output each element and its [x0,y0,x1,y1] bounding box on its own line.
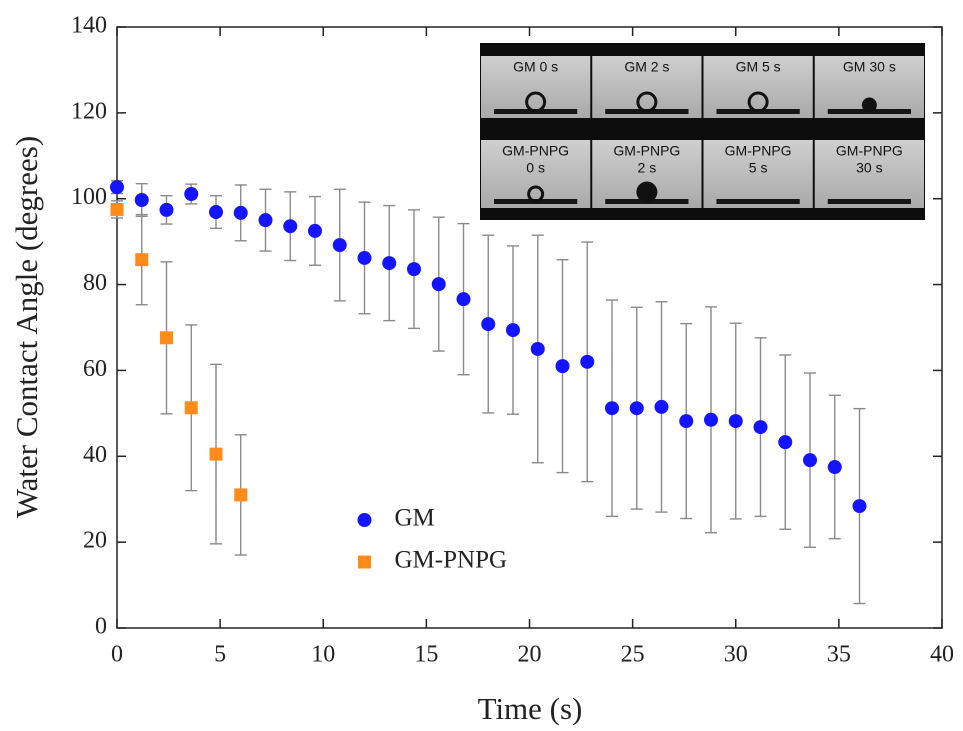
inset-label: GM-PNPG [613,143,680,159]
x-tick-label: 20 [518,642,542,668]
data-point [530,341,545,356]
inset-label: 2 s [638,160,657,176]
data-point [382,256,397,271]
x-tick-label: 10 [311,642,335,668]
droplet [525,91,547,113]
y-tick-label: 60 [83,356,107,382]
data-point [184,401,198,415]
data-point [728,414,743,429]
y-tick-label: 80 [83,270,107,296]
y-axis-title: Water Contact Angle (degrees) [9,136,44,518]
data-point [506,323,520,338]
data-point [110,202,124,216]
x-tick-label: 5 [214,642,226,668]
y-tick-label: 120 [71,98,107,124]
inset-label: 30 s [856,160,882,176]
x-tick-label: 15 [414,642,438,668]
inset-label: GM 5 s [736,59,781,75]
data-point [357,250,372,265]
inset-label: 5 s [749,160,768,176]
data-point [135,253,149,267]
droplet [636,181,658,203]
droplet [527,185,545,203]
data-point [456,292,471,307]
legend-label: GM-PNPG [395,547,508,574]
inset-panel [592,56,702,118]
data-point [605,401,619,416]
inset-label: GM 0 s [513,59,558,75]
data-point [332,238,347,253]
droplet [747,91,769,113]
data-point [852,499,867,514]
inset-panel [703,140,813,208]
inset-label: GM 2 s [624,59,669,75]
data-point [184,186,199,201]
data-point [308,223,322,238]
data-point [234,488,248,502]
y-tick-label: 20 [83,528,107,554]
data-point [407,262,421,277]
data-point [555,359,570,374]
x-tick-label: 0 [111,642,123,668]
data-point [159,202,174,217]
data-point [629,401,644,416]
data-point [580,354,595,369]
y-tick-label: 140 [71,13,107,39]
data-point [704,412,718,427]
inset-label: GM-PNPG [502,143,569,159]
data-point [654,399,669,414]
data-point [753,420,768,435]
data-point [283,219,298,234]
droplet [861,97,877,113]
data-point [258,213,273,228]
y-tick-label: 40 [83,442,107,468]
legend-marker [357,513,372,527]
data-point [431,277,446,292]
inset-label: 0 s [526,160,545,176]
x-tick-label: 30 [724,642,748,668]
inset-label: GM 30 s [843,59,896,75]
data-point [778,435,793,450]
x-tick-label: 35 [827,642,851,668]
x-tick-label: 40 [930,642,954,668]
substrate [716,199,800,204]
y-tick-label: 0 [95,614,107,640]
data-point [827,460,842,475]
x-tick-label: 25 [621,642,645,668]
data-point [134,193,149,208]
data-point [233,205,248,220]
inset-panel [481,140,591,208]
inset-panel [814,140,924,208]
data-point [160,331,173,345]
data-point [679,414,694,429]
inset-panel [481,56,591,118]
data-point [803,453,817,468]
legend-label: GM [395,505,435,532]
inset-label: GM-PNPG [836,143,903,159]
inset-label: GM-PNPG [725,143,792,159]
data-point [209,447,223,461]
x-axis-title: Time (s) [478,691,583,726]
substrate [827,199,911,204]
y-tick-label: 100 [71,184,107,210]
legend-marker [358,555,371,569]
data-point [209,205,223,220]
droplet [636,91,658,113]
inset-panel [703,56,813,118]
data-point [481,317,496,332]
data-point [110,180,124,195]
